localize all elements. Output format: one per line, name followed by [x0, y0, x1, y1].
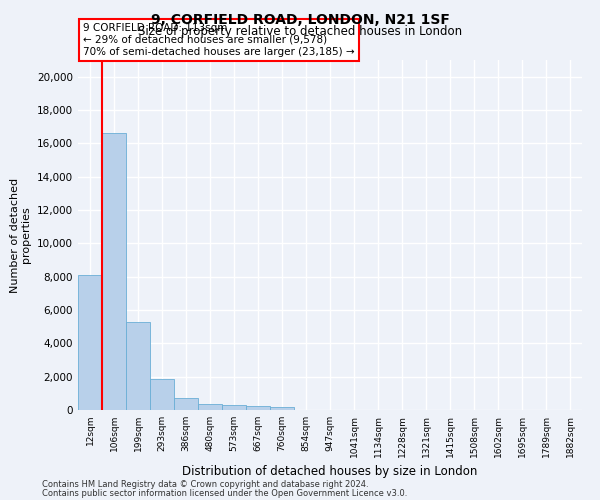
- Bar: [198, 404, 222, 410]
- Text: 9, CORFIELD ROAD, LONDON, N21 1SF: 9, CORFIELD ROAD, LONDON, N21 1SF: [151, 12, 449, 26]
- Text: Contains public sector information licensed under the Open Government Licence v3: Contains public sector information licen…: [42, 489, 407, 498]
- Bar: [222, 406, 246, 410]
- Bar: [150, 379, 174, 410]
- Bar: [102, 134, 126, 410]
- Bar: [126, 322, 150, 410]
- Text: Contains HM Land Registry data © Crown copyright and database right 2024.: Contains HM Land Registry data © Crown c…: [42, 480, 368, 489]
- Text: Size of property relative to detached houses in London: Size of property relative to detached ho…: [138, 25, 462, 38]
- Bar: [246, 406, 270, 410]
- Text: 9 CORFIELD ROAD: 113sqm
← 29% of detached houses are smaller (9,578)
70% of semi: 9 CORFIELD ROAD: 113sqm ← 29% of detache…: [83, 24, 355, 56]
- Bar: [270, 407, 294, 410]
- Bar: [78, 275, 102, 410]
- Bar: [174, 398, 198, 410]
- X-axis label: Distribution of detached houses by size in London: Distribution of detached houses by size …: [182, 466, 478, 478]
- Y-axis label: Number of detached
properties: Number of detached properties: [10, 178, 31, 292]
